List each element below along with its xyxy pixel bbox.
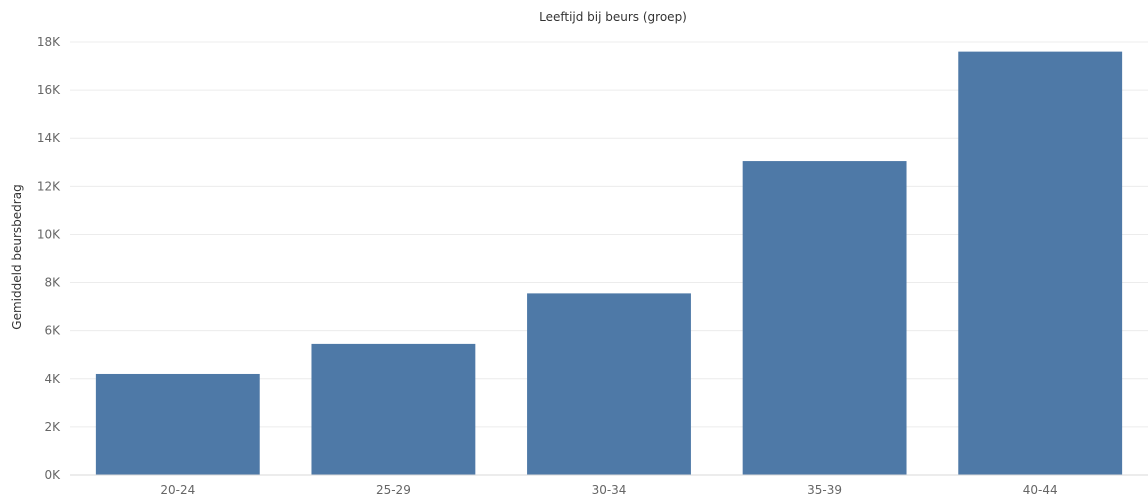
y-tick-label: 2K [44, 420, 61, 434]
chart-title: Leeftijd bij beurs (groep) [539, 10, 687, 24]
y-tick-label: 10K [37, 227, 61, 241]
y-tick-label: 0K [44, 468, 61, 482]
y-tick-label: 12K [37, 179, 61, 193]
y-tick-label: 4K [44, 372, 61, 386]
x-tick-label: 30-34 [592, 483, 627, 497]
bar-20-24[interactable] [95, 373, 260, 475]
bars [95, 51, 1123, 475]
bar-35-39[interactable] [742, 161, 907, 475]
y-tick-label: 6K [44, 324, 61, 338]
y-axis-ticks: 0K 2K 4K 6K 8K 10K 12K 14K 16K 18K [37, 35, 61, 482]
bar-40-44[interactable] [958, 51, 1123, 475]
bar-25-29[interactable] [311, 343, 476, 475]
y-axis-label: Gemiddeld beursbedrag [10, 184, 24, 329]
y-tick-label: 14K [37, 131, 61, 145]
y-tick-label: 18K [37, 35, 61, 49]
x-tick-label: 25-29 [376, 483, 411, 497]
x-tick-label: 35-39 [807, 483, 842, 497]
x-axis-ticks: 20-24 25-29 30-34 35-39 40-44 [160, 483, 1057, 497]
x-tick-label: 40-44 [1023, 483, 1058, 497]
y-tick-label: 16K [37, 83, 61, 97]
x-tick-label: 20-24 [160, 483, 195, 497]
y-tick-label: 8K [44, 276, 61, 290]
bar-30-34[interactable] [527, 293, 691, 475]
